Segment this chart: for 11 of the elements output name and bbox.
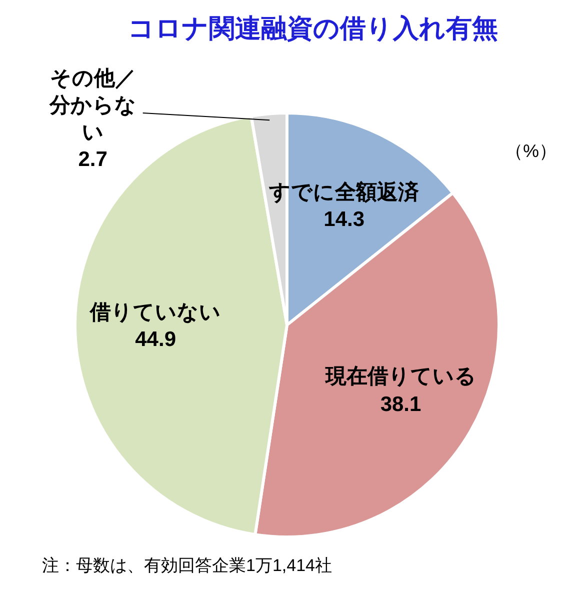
- data-label: 38.1: [380, 392, 422, 416]
- slice-label: 借りていない: [90, 300, 222, 324]
- text: （%）: [505, 140, 558, 163]
- data-label: 14.3: [324, 208, 365, 232]
- slice-label: その他／分からない: [49, 66, 136, 144]
- chart-title: コロナ関連融資の借り入れ有無: [127, 12, 499, 45]
- data-label: 2.7: [78, 148, 108, 172]
- slice-label: すでに全額返済: [269, 181, 420, 204]
- slice-label: 現在借りている: [325, 365, 476, 388]
- text: 注：母数は、有効回答企業1万1,414社: [42, 555, 332, 577]
- data-label: 44.9: [135, 328, 176, 352]
